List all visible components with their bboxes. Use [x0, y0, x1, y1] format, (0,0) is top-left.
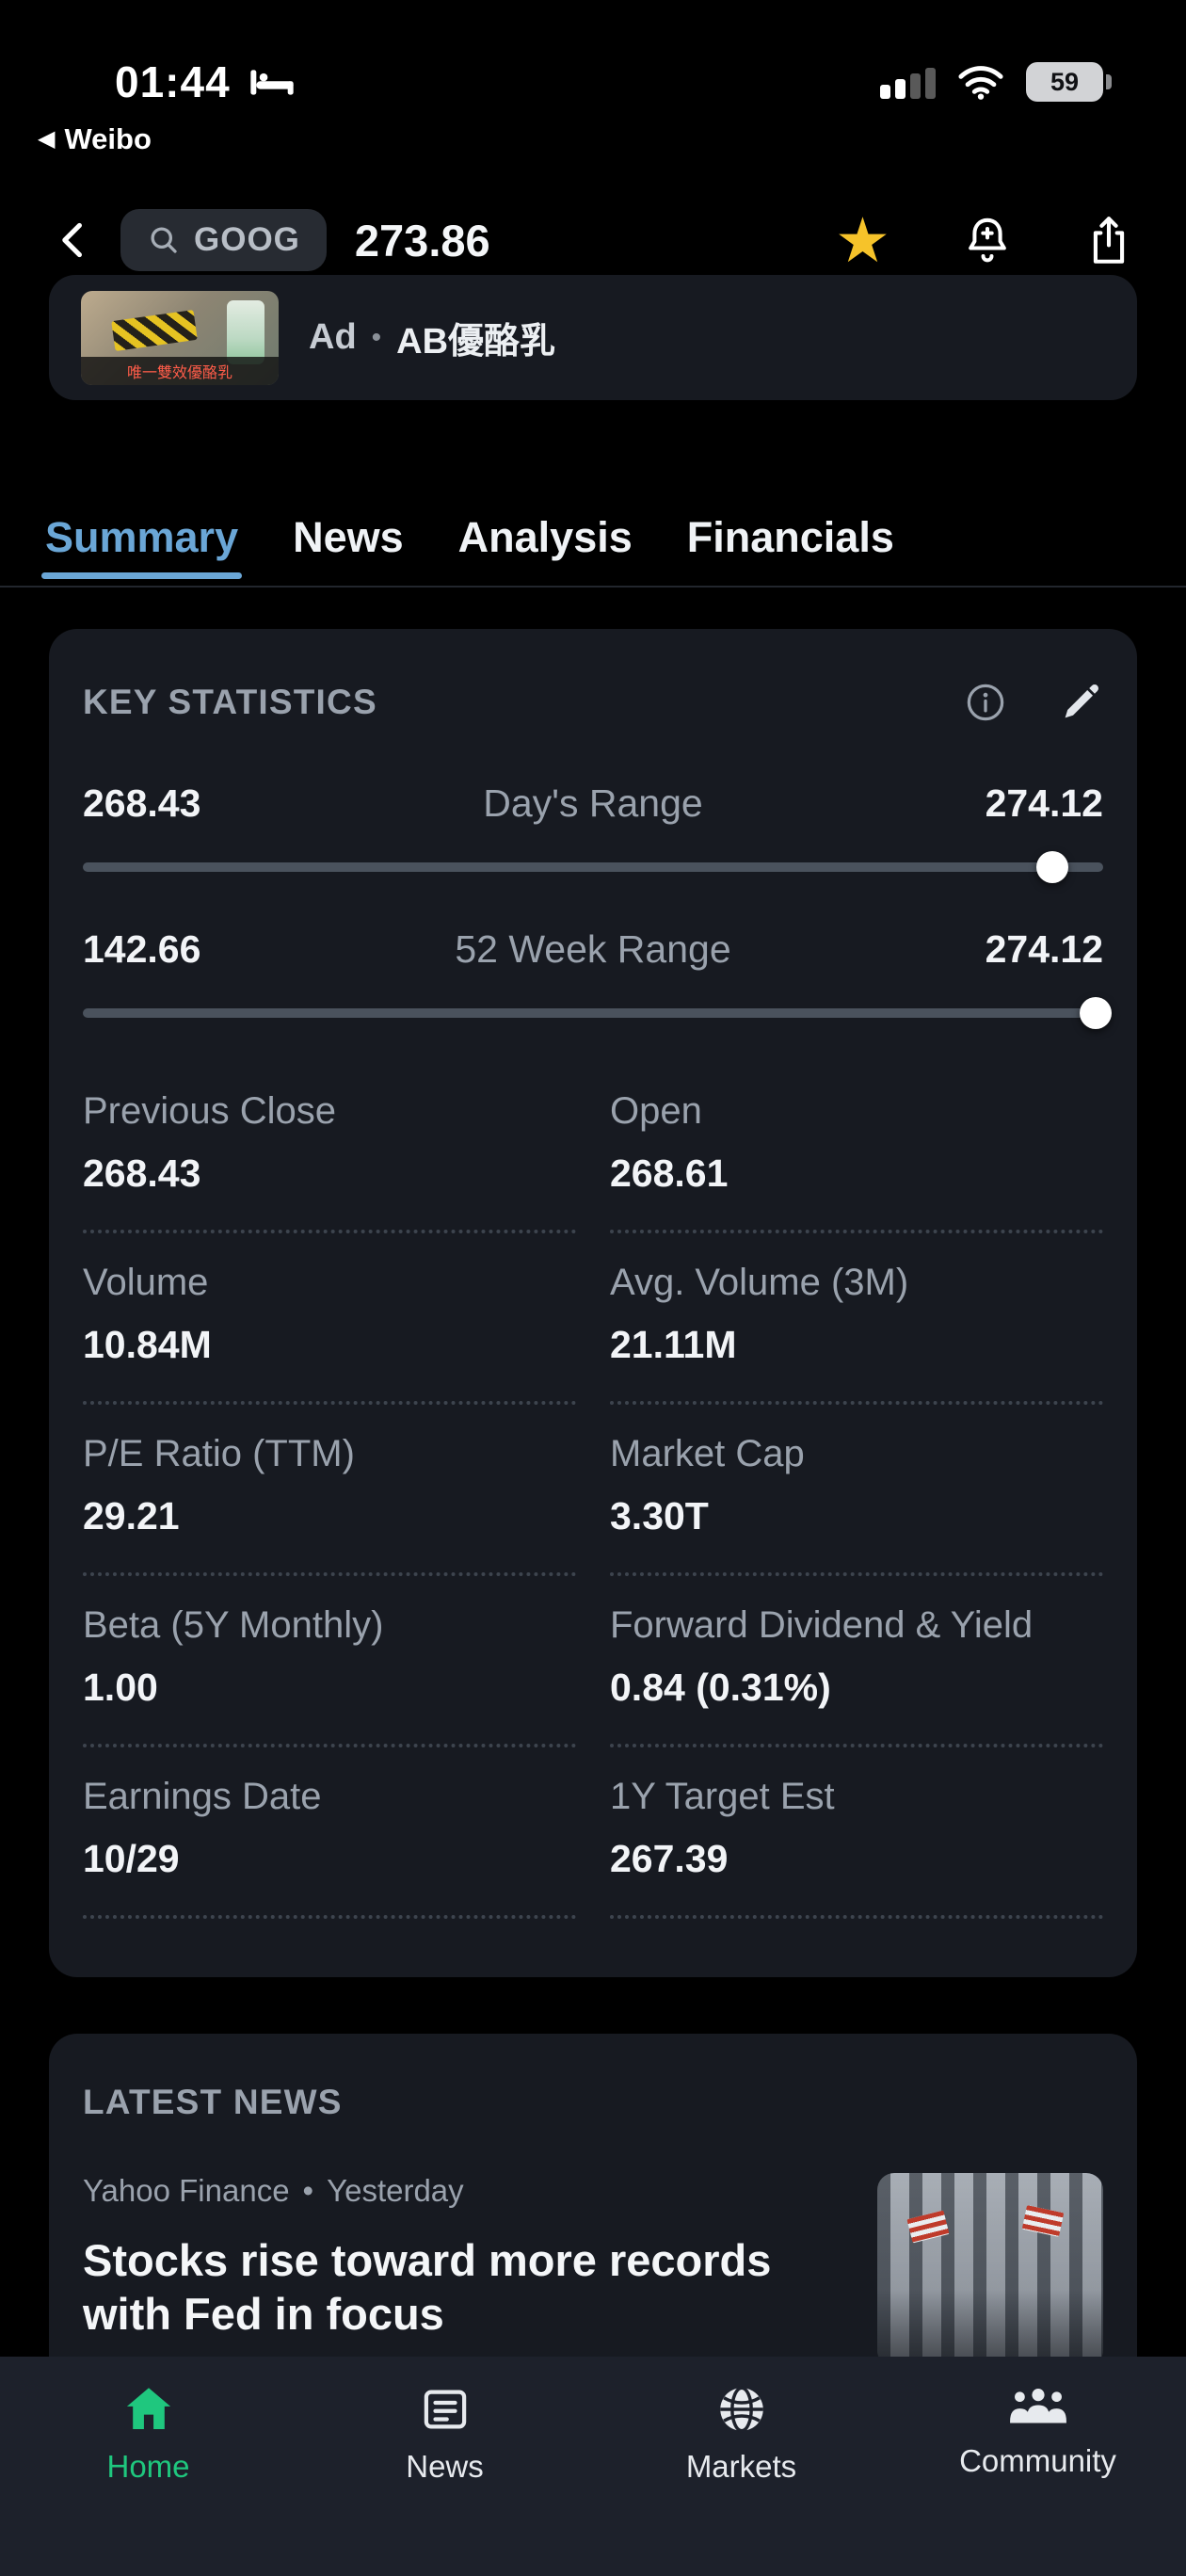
week52-range-slider	[83, 996, 1113, 1030]
share-button[interactable]	[1084, 213, 1133, 267]
edit-pencil-button[interactable]	[1058, 680, 1103, 725]
nav-label-home: Home	[106, 2449, 190, 2484]
search-input[interactable]: GOOG	[120, 209, 327, 271]
latest-news-title: LATEST NEWS	[83, 2083, 343, 2121]
ad-advertiser: AB優酪乳	[396, 322, 556, 362]
tab-financials[interactable]: Financials	[686, 513, 894, 561]
community-people-icon	[1007, 2383, 1069, 2430]
article-time: Yesterday	[327, 2173, 464, 2208]
nav-label-community: Community	[959, 2443, 1116, 2478]
stats-grid: Previous Close 268.43 Open 268.61 Volume…	[83, 1090, 1103, 1919]
days-range-knob	[1035, 851, 1068, 883]
status-bar: 01:44	[0, 47, 1186, 117]
nav-label-news: News	[406, 2449, 484, 2484]
key-statistics-title: KEY STATISTICS	[83, 683, 377, 721]
info-button[interactable]	[964, 681, 1007, 724]
nav-item-news[interactable]: News	[296, 2383, 593, 2576]
days-range-low: 268.43	[83, 781, 201, 825]
bottom-navigation: Home News	[0, 2357, 1186, 2576]
key-statistics-card: KEY STATISTICS 268.43	[49, 629, 1137, 1977]
home-icon	[122, 2383, 175, 2436]
clock: 01:44	[115, 57, 231, 106]
week52-range-low: 142.66	[83, 927, 201, 971]
week52-range-knob	[1080, 997, 1113, 1029]
stat-market-cap: Market Cap 3.30T	[610, 1433, 1103, 1576]
thumb-flag-left	[906, 2210, 950, 2244]
news-icon	[419, 2383, 472, 2436]
stock-price: 273.86	[354, 215, 490, 266]
back-to-app-label: Weibo	[64, 122, 152, 155]
week52-range-high: 274.12	[985, 927, 1103, 971]
favorite-star-button[interactable]: ★	[834, 205, 890, 275]
search-icon	[147, 223, 181, 257]
article-thumbnail	[877, 2173, 1103, 2367]
stat-pe-ratio: P/E Ratio (TTM) 29.21	[83, 1433, 576, 1576]
header-actions: ★	[835, 209, 1133, 271]
article-meta: Yahoo Finance • Yesterday	[83, 2173, 843, 2209]
stat-1y-target: 1Y Target Est 267.39	[610, 1776, 1103, 1919]
days-range-row: 268.43 Day's Range 274.12	[83, 781, 1103, 826]
ad-separator: •	[371, 321, 382, 353]
week52-range-track	[83, 1008, 1103, 1018]
article-meta-separator: •	[302, 2173, 314, 2208]
stat-dividend-yield: Forward Dividend & Yield 0.84 (0.31%)	[610, 1604, 1103, 1747]
stat-volume: Volume 10.84M	[83, 1262, 576, 1405]
ad-thumbnail: 唯一雙效優酪乳	[81, 290, 279, 385]
ad-thumb-caption: 唯一雙效優酪乳	[81, 356, 279, 385]
ad-label: Ad	[309, 317, 357, 357]
ad-thumb-bottle	[227, 299, 265, 364]
news-article[interactable]: Yahoo Finance • Yesterday Stocks rise to…	[83, 2173, 1103, 2367]
battery-icon: 59	[1026, 62, 1112, 102]
week52-range-row: 142.66 52 Week Range 274.12	[83, 927, 1103, 972]
nav-label-markets: Markets	[685, 2449, 797, 2484]
tab-analysis[interactable]: Analysis	[457, 513, 633, 561]
status-right: 59	[880, 62, 1112, 102]
battery-percent: 59	[1050, 67, 1080, 96]
article-headline: Stocks rise toward more records with Fed…	[83, 2235, 772, 2340]
nav-item-markets[interactable]: Markets	[593, 2383, 890, 2576]
stat-open: Open 268.61	[610, 1090, 1103, 1233]
stat-earnings-date: Earnings Date 10/29	[83, 1776, 576, 1919]
ad-attribution: Ad • AB優酪乳	[309, 312, 555, 363]
article-source: Yahoo Finance	[83, 2173, 290, 2208]
back-to-app-icon: ◀	[38, 126, 56, 152]
status-left: 01:44	[115, 56, 295, 107]
sleep-mode-icon	[249, 68, 295, 97]
week52-range-label: 52 Week Range	[455, 927, 731, 971]
cellular-signal-icon	[880, 65, 936, 99]
stat-beta: Beta (5Y Monthly) 1.00	[83, 1604, 576, 1747]
back-to-app-banner[interactable]: ◀ Weibo	[38, 122, 152, 156]
days-range-track	[83, 862, 1103, 872]
nav-item-home[interactable]: Home	[0, 2383, 296, 2576]
ad-thumb-caution-stripes	[110, 309, 198, 351]
days-range-high: 274.12	[985, 781, 1103, 825]
days-range-slider	[83, 850, 1103, 884]
back-button[interactable]	[53, 214, 98, 266]
days-range-label: Day's Range	[483, 781, 703, 825]
search-ticker: GOOG	[194, 221, 300, 258]
header: GOOG 273.86 ★	[0, 193, 1186, 287]
tab-summary[interactable]: Summary	[40, 513, 243, 579]
nav-item-community[interactable]: Community	[890, 2383, 1186, 2576]
globe-icon	[715, 2383, 768, 2436]
stat-avg-volume: Avg. Volume (3M) 21.11M	[610, 1262, 1103, 1405]
section-tabs: Summary News Analysis Financials	[0, 490, 1186, 588]
tab-news[interactable]: News	[293, 513, 404, 561]
stat-previous-close: Previous Close 268.43	[83, 1090, 576, 1233]
price-alert-button[interactable]	[962, 213, 1013, 267]
ad-card[interactable]: 唯一雙效優酪乳 Ad • AB優酪乳	[49, 275, 1137, 400]
thumb-flag-right	[1021, 2205, 1065, 2237]
wifi-icon	[956, 64, 1005, 100]
